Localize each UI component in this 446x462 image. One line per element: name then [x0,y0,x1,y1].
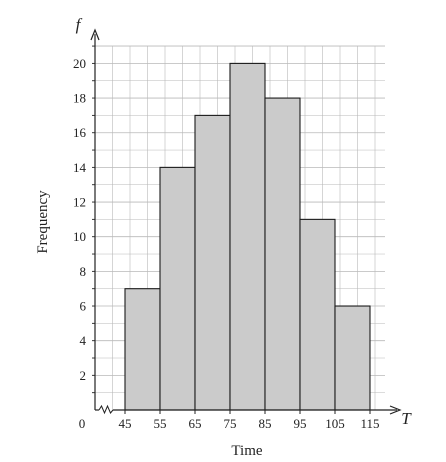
x-tick-label: 75 [224,416,237,431]
x-axis-arrow [389,405,402,415]
x-axis-title: Time [231,443,262,459]
histogram-bar [299,218,336,411]
y-tick-label: 18 [73,91,86,106]
histogram-bar [264,97,301,411]
bars [124,62,371,411]
y-tick-label: 2 [80,368,87,383]
x-tick-label: 105 [325,416,345,431]
x-tick-label: 85 [259,416,272,431]
histogram-bar [229,62,266,411]
histogram-bar [124,288,161,411]
y-tick-label: 8 [80,264,87,279]
x-tick-label: 115 [360,416,379,431]
histogram-bar [159,166,196,411]
origin-label: 0 [79,416,86,431]
y-axis-arrow [90,28,100,41]
axes [90,28,402,415]
y-tick-label: 14 [73,160,87,175]
histogram-bar [194,114,231,411]
tick-labels: 45 55 65 75 85 95 105 115 2 4 6 8 10 12 14 16 18 20 [73,56,380,431]
x-tick-label: 95 [294,416,307,431]
y-tick-label: 10 [73,229,86,244]
y-tick-label: 4 [80,333,87,348]
x-tick-label: 55 [154,416,167,431]
y-axis-title: Frequency [35,190,51,254]
x-axis-break-squiggle [98,404,114,415]
histogram-bar [334,305,371,411]
x-axis-symbol: T [401,409,412,428]
y-tick-label: 16 [73,125,87,140]
y-axis-symbol: f [76,15,83,34]
x-tick-label: 45 [119,416,132,431]
y-tick-label: 6 [80,299,87,314]
x-tick-label: 65 [189,416,202,431]
y-tick-label: 12 [73,195,86,210]
y-tick-label: 20 [73,56,86,71]
